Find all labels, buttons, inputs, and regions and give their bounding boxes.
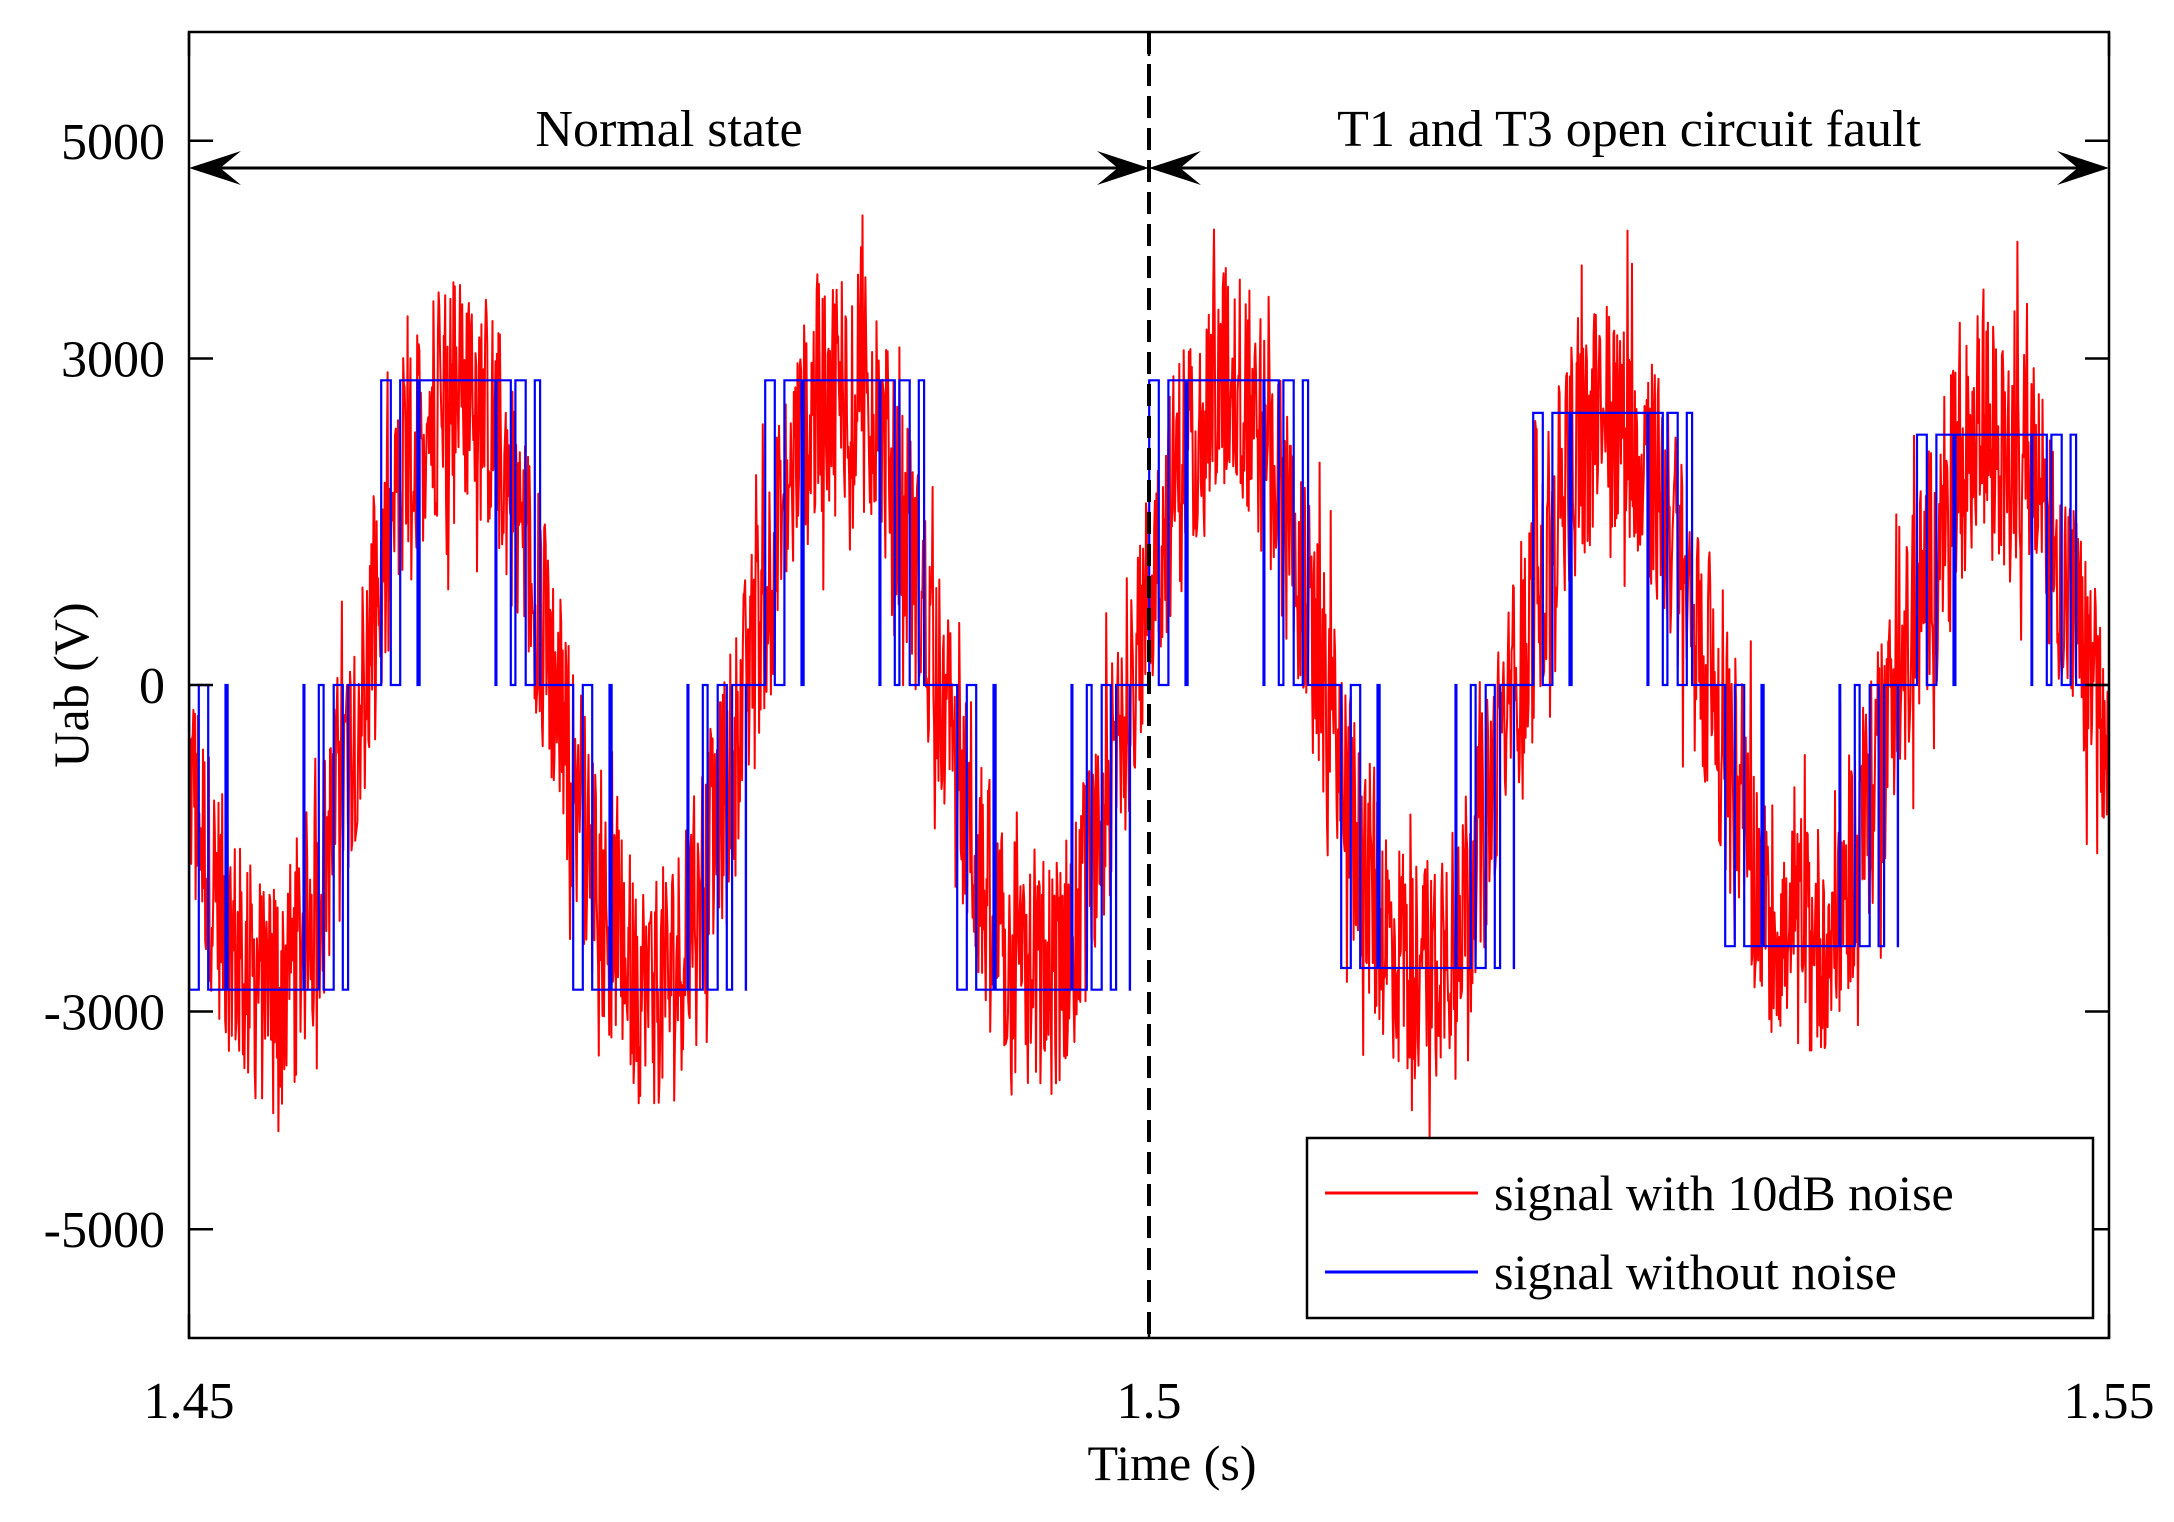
normal-state-label: Normal state	[535, 101, 802, 158]
x-axis-label: Time (s)	[1087, 1435, 1256, 1491]
y-tick-label: 5000	[61, 114, 165, 171]
y-tick-label: 3000	[61, 332, 165, 389]
y-tick-label: 0	[139, 658, 165, 715]
legend: signal with 10dB noise signal without no…	[1305, 1136, 2095, 1320]
legend-label-noisy: signal with 10dB noise	[1494, 1165, 1954, 1221]
y-tick-label: -5000	[44, 1202, 165, 1259]
fault-label: T1 and T3 open circuit fault	[1337, 101, 1921, 158]
legend-label-clean: signal without noise	[1494, 1244, 1897, 1300]
y-axis-label: Uab (V)	[43, 602, 99, 767]
x-tick-labels: 1.45 1.5 1.55	[144, 1373, 2155, 1430]
fault-arrowhead-left	[1149, 151, 1201, 185]
legend-box	[1305, 1136, 2095, 1320]
normal-state-arrowhead-right	[1097, 151, 1149, 185]
fault-arrowhead-right	[2057, 151, 2109, 185]
normal-state-arrowhead-left	[189, 151, 241, 185]
x-tick-label: 1.55	[2064, 1373, 2155, 1430]
x-tick-label: 1.5	[1117, 1373, 1182, 1430]
y-tick-labels: 5000 3000 0 -3000 -5000	[44, 114, 165, 1259]
annotations: Normal state T1 and T3 open circuit faul…	[189, 101, 2109, 185]
x-tick-label: 1.45	[144, 1373, 235, 1430]
y-tick-label: -3000	[44, 985, 165, 1042]
